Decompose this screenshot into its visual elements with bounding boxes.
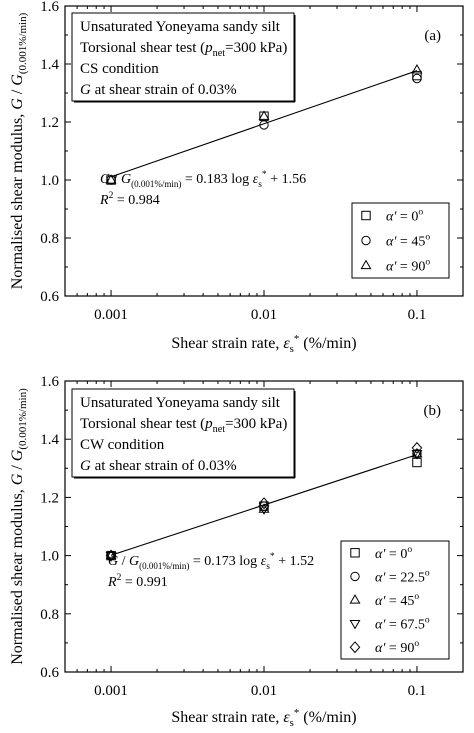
legend-box (351, 202, 450, 279)
info-line-test: Torsional shear test (pnet=300 kPa) (80, 40, 287, 59)
info-box (71, 388, 295, 478)
legend-marker-circle (350, 571, 360, 582)
legend-entry-label: α′ = 0o (375, 545, 412, 562)
info-line-strain: G at shear strain of 0.03% (80, 458, 237, 474)
data-point-triangle-up (258, 503, 270, 513)
y-tick-label: 0.8 (40, 607, 59, 623)
info-line-strain: G at shear strain of 0.03% (80, 82, 237, 98)
data-point-diamond (258, 497, 270, 510)
y-tick-label: 1.4 (40, 57, 59, 73)
data-point-triangle-down (105, 551, 117, 562)
data-point-diamond (411, 441, 423, 454)
legend-entry-label: α′ = 90o (386, 258, 430, 275)
legend-marker-square (361, 210, 371, 221)
y-tick-label: 0.6 (40, 289, 59, 305)
y-tick-label: 1.2 (40, 490, 59, 506)
data-point-circle (412, 73, 422, 84)
chart-panel-b: 0.6 0.8 1.0 1.2 1.4 1.6 0.001 0.01 0.1 Unsaturate… (9, 374, 464, 729)
data-point-triangle-up (411, 447, 423, 458)
y-axis-label: Normalised shear modulus, G / G(0.001%/m… (9, 12, 29, 289)
x-tick-label: 0.01 (251, 307, 277, 323)
info-line-condition: CS condition (80, 61, 159, 77)
data-point-circle (259, 120, 269, 130)
legend-entry-label: α′ = 0o (386, 208, 423, 225)
x-tick-label: 0.01 (251, 683, 277, 699)
legend-marker-circle (361, 235, 371, 246)
data-point-triangle-down (258, 505, 270, 515)
y-tick-label: 0.8 (40, 231, 59, 247)
legend-marker-square (350, 548, 360, 558)
legend-marker-triangle-up (360, 259, 372, 270)
legend-box (340, 540, 450, 660)
x-tick-label: 0.001 (94, 307, 128, 323)
panel-label: (b) (424, 403, 442, 419)
data-point-triangle-down (411, 450, 423, 460)
data-point-triangle-up (105, 174, 117, 184)
legend-entry-label: α′ = 45o (386, 233, 430, 250)
data-point-triangle-up (411, 63, 423, 74)
fit-r-squared: R2 = 0.991 (107, 573, 168, 590)
fit-equation: G / G(0.001%/min) = 0.173 log εs* + 1.52 (108, 552, 314, 572)
x-axis-label: Shear strain rate, εs* (%/min) (171, 707, 356, 729)
y-tick-label: 1.4 (40, 432, 59, 448)
y-tick-label: 1.6 (40, 0, 59, 15)
x-tick-label: 0.1 (408, 683, 427, 699)
fit-line (110, 70, 418, 178)
x-tick-label: 0.001 (94, 683, 128, 699)
chart-panel-a: 0.6 0.8 1.0 1.2 1.4 1.6 0.001 0.01 0.1 Unsaturate… (9, 0, 464, 355)
fit-equation: G / G(0.001%/min) = 0.183 log εs* + 1.56 (100, 170, 306, 190)
data-point-triangle-up (105, 549, 117, 560)
info-line-material: Unsaturated Yoneyama sandy silt (80, 19, 281, 35)
data-point-triangle-up (258, 110, 270, 120)
info-box (71, 12, 295, 102)
y-tick-label: 1.0 (40, 173, 59, 189)
fit-r-squared: R2 = 0.984 (99, 191, 160, 208)
info-line-test: Torsional shear test (pnet=300 kPa) (80, 416, 287, 435)
y-tick-label: 0.6 (40, 665, 59, 681)
y-tick-label: 1.6 (40, 374, 59, 390)
legend-entry-label: α′ = 90o (375, 639, 419, 656)
legend-entry-label: α′ = 45o (375, 592, 419, 609)
info-line-condition: CW condition (80, 437, 165, 453)
info-line-material: Unsaturated Yoneyama sandy silt (80, 395, 281, 411)
x-axis-label: Shear strain rate, εs* (%/min) (171, 333, 356, 355)
legend-marker-diamond (349, 641, 361, 654)
legend-marker-triangle-up (349, 594, 361, 604)
legend-marker-triangle-down (349, 619, 361, 630)
legend-entry-label: α′ = 67.5o (375, 616, 430, 633)
data-point-square (412, 70, 422, 81)
y-axis-label: Normalised shear modulus, G / G(0.001%/m… (9, 388, 29, 665)
y-tick-label: 1.0 (40, 549, 59, 565)
legend-entry-label: α′ = 22.5o (375, 568, 430, 585)
panel-label: (a) (424, 28, 441, 44)
data-point-diamond (105, 549, 117, 562)
y-tick-label: 1.2 (40, 115, 59, 131)
x-tick-label: 0.1 (408, 307, 427, 323)
